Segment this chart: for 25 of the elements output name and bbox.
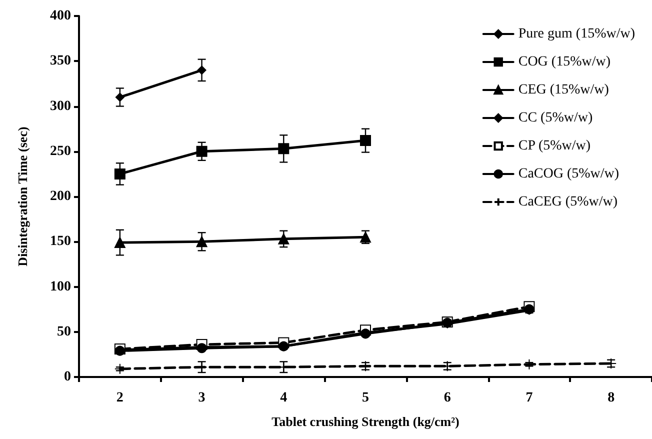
x-tick-label: 7 (526, 390, 533, 406)
y-tick-label: 0 (64, 370, 71, 384)
y-tick-label: 100 (50, 279, 71, 294)
legend-label: CaCOG (5%w/w) (518, 166, 620, 182)
x-axis-title: Tablet crushing Strength (kg/cm²) (272, 414, 460, 429)
x-tick-label: 6 (444, 390, 451, 406)
y-tick-label: 200 (50, 189, 71, 204)
legend-label: CaCEG (5%w/w) (518, 194, 618, 210)
y-tick-label: 400 (50, 8, 71, 24)
y-tick-label: 350 (50, 54, 71, 69)
x-tick-label: 8 (608, 390, 615, 406)
legend-label: CP (5%w/w) (518, 138, 591, 154)
legend-label: COG (15%w/w) (518, 54, 611, 70)
y-axis-title: Disintegration Time (sec) (15, 126, 30, 266)
y-tick-label: 250 (50, 144, 71, 159)
y-tick-label: 150 (50, 234, 71, 250)
legend-label: Pure gum (15%w/w) (518, 26, 636, 42)
x-tick-label: 4 (280, 390, 288, 406)
y-tick-label: 300 (50, 98, 71, 114)
x-tick-label: 5 (362, 390, 369, 406)
x-tick-label: 3 (198, 390, 206, 406)
y-tick-label: 50 (57, 324, 71, 340)
x-tick-label: 2 (116, 390, 124, 406)
legend-label: CEG (15%w/w) (518, 82, 610, 98)
legend-label: CC (5%w/w) (518, 110, 593, 126)
